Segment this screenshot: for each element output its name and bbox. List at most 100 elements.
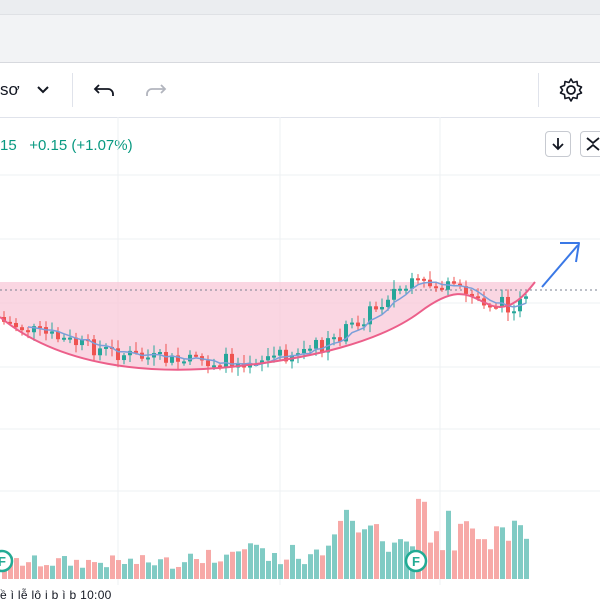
price-fragment: 15 — [0, 137, 17, 154]
volume-bar — [512, 520, 517, 579]
volume-bar — [356, 532, 361, 579]
candle-body — [386, 299, 390, 308]
volume-bar — [140, 555, 145, 579]
volume-bar — [380, 541, 385, 579]
volume-bar — [422, 501, 427, 579]
undo-icon[interactable] — [90, 76, 118, 104]
volume-bar — [122, 563, 127, 579]
candle-body — [8, 321, 12, 324]
browser-top-bar — [0, 0, 600, 63]
candle-body — [224, 353, 228, 368]
candle-body — [416, 278, 420, 281]
candle-body — [212, 365, 216, 368]
collapse-button[interactable] — [580, 131, 600, 157]
candle-body — [464, 286, 468, 294]
candle-body — [80, 339, 84, 346]
volume-bar — [224, 554, 229, 579]
event-marker — [404, 549, 428, 573]
volume-bar — [470, 528, 475, 579]
candle-body — [62, 337, 66, 340]
candle-body — [146, 357, 150, 360]
candle-body — [194, 354, 198, 357]
collapse-icon — [586, 137, 600, 151]
volume-bar — [290, 544, 295, 579]
volume-bar — [104, 567, 109, 579]
candle-body — [20, 327, 24, 331]
volume-bar — [494, 526, 499, 579]
candle-body — [452, 281, 456, 284]
volume-bar — [416, 498, 421, 579]
candle-body — [344, 324, 348, 342]
volume-bar — [332, 534, 337, 579]
candle-body — [266, 356, 270, 361]
candle-body — [260, 360, 264, 364]
volume-bar — [248, 543, 253, 579]
candle-body — [50, 331, 54, 334]
volume-bar — [296, 558, 301, 579]
volume-bar — [254, 544, 259, 579]
volume-bar — [134, 563, 139, 579]
volume-bar — [80, 567, 85, 579]
volume-bar — [212, 562, 217, 579]
candle-body — [104, 346, 108, 349]
volume-bar — [464, 521, 469, 579]
candle-body — [68, 337, 72, 340]
candle-body — [512, 311, 516, 314]
volume-bar — [164, 557, 169, 579]
volume-bar — [386, 551, 391, 579]
event-marker — [0, 549, 14, 573]
candle-body — [98, 348, 102, 356]
volume-bar — [56, 558, 61, 579]
candle-body — [122, 355, 126, 361]
candle-body — [38, 326, 42, 329]
trend-arrow-icon[interactable] — [541, 242, 580, 288]
candle-body — [476, 296, 480, 299]
candle-body — [302, 348, 306, 354]
cup-pattern-fill — [0, 282, 535, 370]
volume-bar — [32, 555, 37, 579]
candle-body — [116, 348, 120, 361]
candle-body — [398, 288, 402, 291]
volume-bar — [284, 559, 289, 579]
volume-bar — [368, 525, 373, 579]
candle-body — [314, 339, 318, 349]
volume-bar — [116, 560, 121, 579]
candle-body — [278, 349, 282, 356]
event-marker-label: F — [0, 554, 6, 569]
volume-bar — [476, 539, 481, 579]
volume-bar — [506, 540, 511, 579]
volume-bar — [392, 542, 397, 579]
candle-body — [272, 355, 276, 358]
toolbar-divider — [72, 73, 73, 107]
volume-bar — [440, 550, 445, 579]
candle-body — [440, 287, 444, 290]
candle-body — [368, 306, 372, 325]
candle-body — [218, 365, 222, 368]
candle-body — [32, 326, 36, 333]
candle-body — [230, 353, 234, 368]
candle-body — [182, 361, 186, 364]
symbol-label[interactable]: sơ — [0, 80, 20, 99]
volume-bar — [20, 565, 25, 579]
price-change: 15 +0.15 (+1.07%) — [0, 137, 133, 154]
volume-bar — [350, 520, 355, 579]
volume-bar — [206, 549, 211, 579]
candle-body — [470, 293, 474, 297]
candle-body — [356, 322, 360, 327]
candle-body — [494, 306, 498, 309]
redo-icon[interactable] — [142, 76, 170, 104]
candle-body — [524, 296, 528, 299]
candle-body — [422, 278, 426, 281]
volume-bar — [260, 548, 265, 579]
volume-bar — [326, 545, 331, 579]
volume-bar — [398, 539, 403, 579]
candle-body — [332, 337, 336, 340]
volume-bar — [302, 564, 307, 579]
volume-bar — [266, 560, 271, 579]
volume-bar — [482, 539, 487, 579]
gear-icon[interactable] — [557, 76, 585, 104]
chevron-down-icon[interactable] — [36, 83, 50, 97]
arrow-down-icon — [552, 138, 564, 151]
download-button[interactable] — [545, 131, 571, 157]
